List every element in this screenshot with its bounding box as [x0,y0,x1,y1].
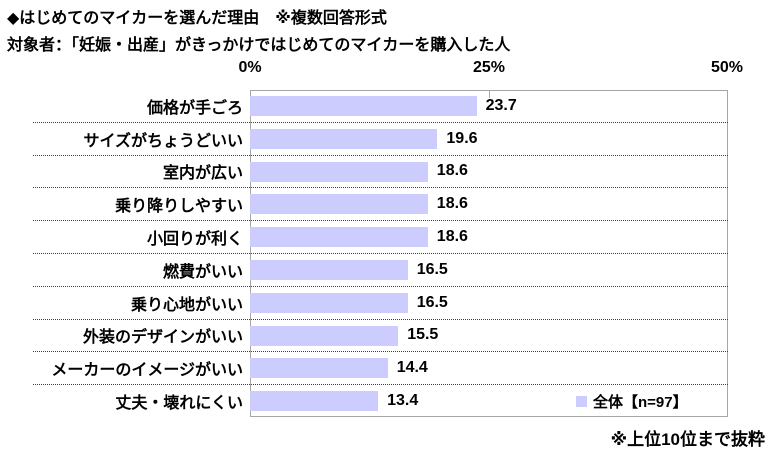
category-label: 燃費がいい [162,263,243,281]
bar [250,292,408,313]
bar [250,161,428,182]
bar-row: 外装のデザインがいい 15.5 [33,320,728,353]
x-axis-tick-label-25: 25% [472,59,506,76]
bar [250,194,428,215]
value-label: 23.7 [485,96,517,114]
value-label: 19.6 [446,129,478,147]
value-label: 15.5 [407,326,439,344]
bar [250,391,379,412]
x-axis-tick-label-50: 50% [710,59,744,76]
footnote: ※上位10位まで抜粋 [610,430,765,449]
category-label: メーカーのイメージがいい [51,362,243,380]
value-label: 16.5 [416,260,448,278]
value-label: 14.4 [396,359,428,377]
bar-row: 小回りが利く 18.6 [33,221,728,254]
value-label: 18.6 [436,162,468,180]
legend-swatch-icon [576,395,587,407]
bar-row: 燃費がいい 16.5 [33,254,728,287]
value-label: 18.6 [436,195,468,213]
bar [250,96,477,116]
legend-label: 全体【n=97】 [593,393,688,411]
bar-row: 丈夫・壊れにくい 13.4 [33,385,728,417]
bar [250,325,399,346]
bar [250,259,408,280]
legend: 全体【n=97】 [576,386,688,416]
bar [250,358,388,379]
category-label: 価格が手ごろ [146,99,243,117]
category-label: 丈夫・壊れにくい [115,395,243,413]
value-label: 18.6 [436,228,468,246]
chart-title: ◆はじめてのマイカーを選んだ理由 ※複数回答形式 [7,10,387,27]
bar-row: 乗り心地がいい 16.5 [33,287,728,320]
bar-row: 乗り降りしやすい 18.6 [33,188,728,222]
category-label: 乗り心地がいい [130,296,243,314]
bar-row: 価格が手ごろ 23.7 [33,90,728,123]
category-label: 室内が広い [162,165,243,183]
bar-row: 室内が広い 18.6 [33,156,728,189]
bar-row: メーカーのイメージがいい 14.4 [33,352,728,386]
value-label: 16.5 [416,293,448,311]
category-label: サイズがちょうどいい [83,132,243,150]
bar-rows: 価格が手ごろ 23.7 サイズがちょうどいい 19.6 室内が広い 18.6 乗り降りしやす… [33,90,728,417]
x-axis-tick-label-0: 0% [238,59,262,76]
x-axis-tick-mark-25 [489,90,490,98]
category-label: 乗り降りしやすい [115,198,243,216]
bar [250,128,438,149]
category-label: 小回りが利く [146,231,243,249]
bar-row: サイズがちょうどいい 19.6 [33,123,728,156]
value-label: 13.4 [387,392,419,410]
category-label: 外装のデザインがいい [82,329,243,347]
chart-subtitle: 対象者：「妊娠・出産」がきっかけではじめてのマイカーを購入した人 [7,37,511,54]
bar [250,227,428,248]
